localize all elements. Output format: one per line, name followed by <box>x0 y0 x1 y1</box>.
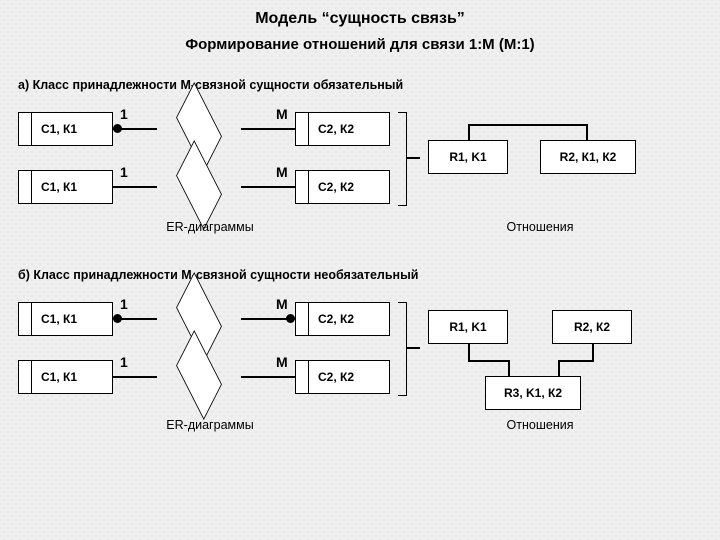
relations-caption: Отношения <box>480 418 600 432</box>
relation-label: R1, K1 <box>449 320 486 334</box>
relation-box: R1, K1 <box>428 310 508 344</box>
relations-caption: Отношения <box>480 220 600 234</box>
connector-line <box>406 157 420 159</box>
relation-label: R2, К2 <box>574 320 610 334</box>
relation-box: R3, K1, К2 <box>485 376 581 410</box>
entity-box: С2, К2 <box>295 112 390 146</box>
cardinality-label: 1 <box>120 354 128 370</box>
connector-line <box>113 186 157 188</box>
relation-label: R3, K1, К2 <box>504 386 562 400</box>
entity-label: С1, К1 <box>19 312 77 326</box>
entity-box: С1, К1 <box>18 170 113 204</box>
entity-box: С1, К1 <box>18 112 113 146</box>
entity-box: С1, К1 <box>18 302 113 336</box>
entity-box: С2, К2 <box>295 360 390 394</box>
relation-box: R2, К1, К2 <box>540 140 636 174</box>
bracket <box>398 112 407 206</box>
connector-line <box>468 360 508 362</box>
cardinality-label: М <box>276 164 288 180</box>
section-a-heading: а) Класс принадлежности М-связной сущнос… <box>18 78 403 92</box>
er-caption: ER-диаграммы <box>150 418 270 432</box>
cardinality-label: М <box>276 106 288 122</box>
page-title: Модель “сущность связь” <box>0 10 720 28</box>
entity-label: С2, К2 <box>296 180 354 194</box>
mandatory-dot <box>113 314 122 323</box>
connector-line <box>558 360 594 362</box>
entity-box: С1, К1 <box>18 360 113 394</box>
bracket <box>398 302 407 396</box>
relation-box: R1, K1 <box>428 140 508 174</box>
entity-label: С2, К2 <box>296 370 354 384</box>
entity-label: С2, К2 <box>296 122 354 136</box>
page-subtitle: Формирование отношений для связи 1:М (М:… <box>0 36 720 53</box>
relationship-diamond <box>176 330 222 420</box>
er-caption: ER-диаграммы <box>150 220 270 234</box>
entity-label: С1, К1 <box>19 180 77 194</box>
entity-label: С2, К2 <box>296 312 354 326</box>
relation-label: R1, K1 <box>449 150 486 164</box>
mandatory-dot <box>286 314 295 323</box>
relationship-diamond <box>176 140 222 230</box>
connector-line <box>241 128 295 130</box>
cardinality-label: М <box>276 296 288 312</box>
connector-line <box>508 360 510 376</box>
relation-label: R2, К1, К2 <box>560 150 617 164</box>
mandatory-dot <box>113 124 122 133</box>
connector-line <box>468 124 470 140</box>
connector-line <box>241 376 295 378</box>
section-b-heading: б) Класс принадлежности М-связной сущнос… <box>18 268 418 282</box>
cardinality-label: М <box>276 354 288 370</box>
connector-line <box>468 124 588 126</box>
connector-line <box>558 360 560 376</box>
entity-label: С1, К1 <box>19 370 77 384</box>
connector-line <box>406 347 420 349</box>
connector-line <box>241 186 295 188</box>
connector-line <box>586 124 588 140</box>
entity-box: С2, К2 <box>295 302 390 336</box>
cardinality-label: 1 <box>120 106 128 122</box>
entity-box: С2, К2 <box>295 170 390 204</box>
cardinality-label: 1 <box>120 296 128 312</box>
cardinality-label: 1 <box>120 164 128 180</box>
relation-box: R2, К2 <box>552 310 632 344</box>
connector-line <box>113 376 157 378</box>
entity-label: С1, К1 <box>19 122 77 136</box>
